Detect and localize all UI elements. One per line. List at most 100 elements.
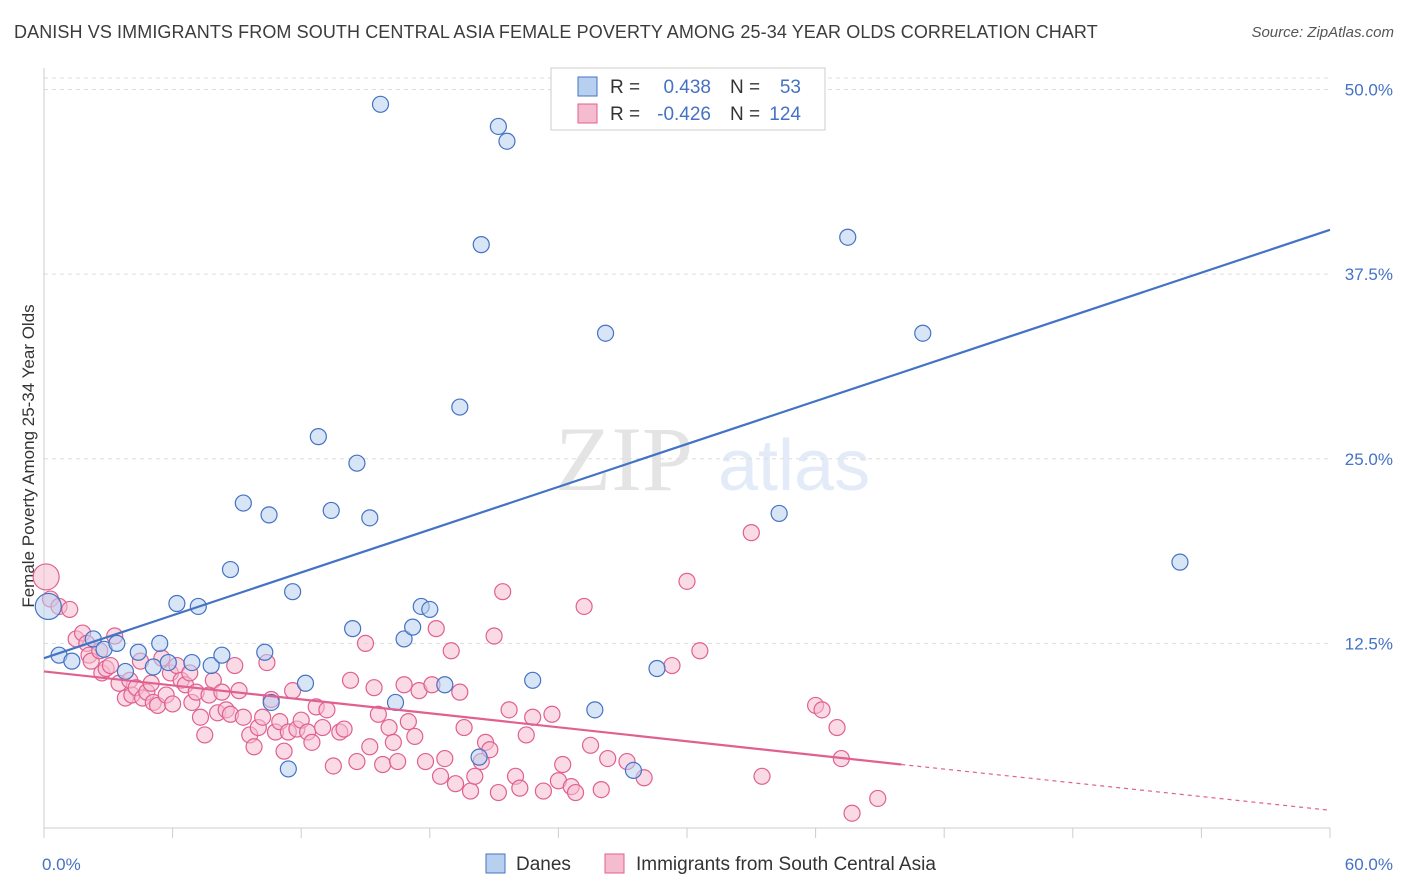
data-point (34, 592, 62, 621)
data-point (101, 656, 120, 675)
data-point (361, 738, 379, 756)
data-point (431, 767, 450, 785)
data-point (828, 718, 846, 737)
x-ticks (43, 828, 1331, 838)
data-point (517, 726, 535, 744)
data-point (451, 683, 469, 701)
data-point (374, 755, 392, 774)
data-point (262, 693, 280, 712)
data-point (226, 656, 244, 675)
data-point (511, 779, 529, 797)
data-point (592, 780, 610, 799)
data-point (341, 671, 360, 689)
bottom-legend-swatch-danes (485, 853, 506, 874)
data-point (324, 757, 342, 775)
legend-r-label-danes: R = (610, 77, 640, 98)
data-point (191, 708, 210, 726)
data-point (356, 634, 375, 652)
data-point (284, 583, 302, 601)
data-point (624, 761, 643, 780)
data-point (436, 676, 454, 694)
data-point (183, 653, 201, 672)
immigrants-points (32, 524, 887, 822)
data-point (32, 563, 60, 591)
data-point (380, 718, 398, 737)
trend-lines (43, 228, 1331, 811)
legend-r-value-danes: 0.438 (663, 77, 711, 98)
data-point (678, 572, 696, 590)
data-point (461, 782, 480, 800)
legend-n-label-danes: N = (730, 77, 760, 98)
data-point (770, 504, 788, 523)
watermark: ZIP atlas (555, 408, 870, 510)
data-point (116, 662, 135, 681)
y-tick-label: 50.0% (1345, 81, 1393, 100)
data-point (230, 682, 248, 700)
legend-n-value-immigrants: 124 (769, 104, 801, 125)
data-point (245, 738, 263, 756)
data-point (753, 767, 771, 785)
data-point (586, 701, 604, 719)
data-point (361, 509, 379, 527)
x-tick-label-min: 0.0% (42, 855, 81, 874)
data-point (442, 642, 460, 660)
data-point (384, 733, 402, 751)
correlation-legend: R = 0.438 N = 53 R = -0.426 N = 124 (550, 67, 826, 131)
data-point (914, 324, 932, 342)
data-point (159, 653, 177, 672)
data-point (470, 748, 488, 766)
trend-line-danes (43, 228, 1331, 660)
y-tick-label: 25.0% (1345, 450, 1393, 469)
data-point (318, 701, 336, 719)
data-point (1171, 553, 1189, 571)
data-point (344, 620, 362, 638)
data-point (63, 652, 81, 670)
gridlines (44, 77, 1330, 644)
data-point (543, 705, 561, 723)
data-point (472, 236, 490, 254)
data-point (451, 398, 469, 416)
data-point (234, 494, 252, 512)
data-point (575, 597, 593, 616)
data-point (596, 324, 615, 342)
chart-title: DANISH VS IMMIGRANTS FROM SOUTH CENTRAL … (14, 22, 1098, 42)
data-point (691, 642, 709, 660)
data-point (446, 775, 465, 793)
data-point (164, 695, 182, 713)
data-point (500, 701, 518, 719)
data-point (813, 701, 831, 719)
danes-points (34, 73, 1189, 780)
y-tick-label: 12.5% (1345, 634, 1393, 653)
legend-swatch-immigrants (577, 103, 598, 124)
data-point (399, 713, 417, 731)
data-point (61, 600, 79, 619)
data-point (395, 676, 413, 694)
data-point (254, 708, 272, 726)
data-point (348, 454, 366, 472)
data-point (279, 760, 297, 778)
data-point (314, 718, 332, 737)
data-point (129, 643, 147, 661)
data-point (234, 708, 252, 726)
watermark-atlas: atlas (718, 426, 870, 506)
data-point (335, 720, 353, 738)
data-point (427, 620, 445, 638)
data-point (196, 726, 214, 744)
legend-n-value-danes: 53 (780, 77, 801, 98)
data-point (489, 117, 507, 136)
data-point (168, 594, 186, 613)
trend-line-immigrants-extrapolated (901, 763, 1331, 811)
data-point (869, 789, 887, 808)
data-point (843, 804, 861, 822)
legend-r-label-immigrants: R = (610, 104, 640, 125)
data-point (256, 643, 274, 661)
data-point (839, 228, 857, 246)
data-point (275, 742, 293, 760)
data-point (221, 560, 240, 579)
data-point (524, 671, 542, 689)
data-point (581, 736, 600, 754)
data-point (489, 783, 507, 802)
data-point (322, 501, 340, 520)
legend-n-label-immigrants: N = (730, 104, 760, 125)
data-point (554, 755, 572, 774)
